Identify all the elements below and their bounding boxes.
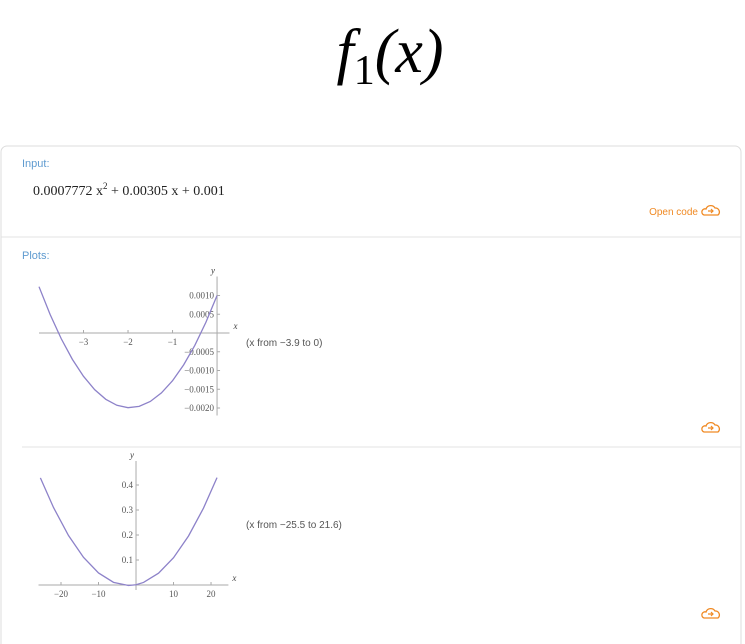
x-tick-label: −2 [123, 337, 133, 347]
y-tick-label: −0.0010 [184, 366, 214, 376]
expr-power: 2 [103, 181, 108, 191]
x-tick-label: 10 [169, 589, 179, 599]
curve [39, 477, 218, 587]
y-tick-label: 0.0005 [189, 309, 214, 319]
range-note: (x from −3.9 to 0) [246, 338, 322, 349]
x-tick-label: −1 [168, 337, 178, 347]
y-axis-label: y [129, 450, 134, 460]
curve [38, 286, 218, 409]
open-code-link[interactable]: Open code [649, 207, 698, 218]
y-tick-label: 0.0010 [189, 291, 214, 301]
x-tick-label: −20 [54, 589, 69, 599]
open-code-icon[interactable] [701, 204, 720, 216]
result-card [0, 145, 742, 644]
y-tick-label: −0.0015 [184, 384, 214, 394]
y-axis-label: y [210, 266, 215, 276]
save-icon[interactable] [701, 607, 720, 619]
y-tick-label: 0.3 [122, 505, 134, 515]
y-tick-label: −0.0005 [184, 347, 214, 357]
y-tick-label: −0.0020 [184, 403, 214, 413]
title-subscript: 1 [354, 48, 375, 94]
expr-term: 0.0007772 x [33, 184, 103, 199]
x-tick-label: −10 [91, 589, 106, 599]
x-axis-label: x [233, 321, 238, 331]
input-label: Input: [22, 158, 50, 170]
title-argument: (x) [375, 18, 444, 86]
expr-rest: + 0.00305 x + 0.001 [108, 184, 225, 199]
x-tick-label: −3 [79, 337, 89, 347]
range-note: (x from −25.5 to 21.6) [246, 520, 342, 531]
x-axis-label: x [231, 573, 236, 583]
plots-label: Plots: [22, 250, 50, 262]
y-tick-label: 0.2 [122, 530, 133, 540]
title: f1(x) [336, 18, 443, 94]
y-tick-label: 0.4 [122, 480, 134, 490]
y-tick-label: 0.1 [122, 555, 133, 565]
input-expression: 0.0007772 x2 + 0.00305 x + 0.001 [33, 181, 225, 199]
x-tick-label: 20 [207, 589, 217, 599]
save-icon[interactable] [701, 421, 720, 433]
